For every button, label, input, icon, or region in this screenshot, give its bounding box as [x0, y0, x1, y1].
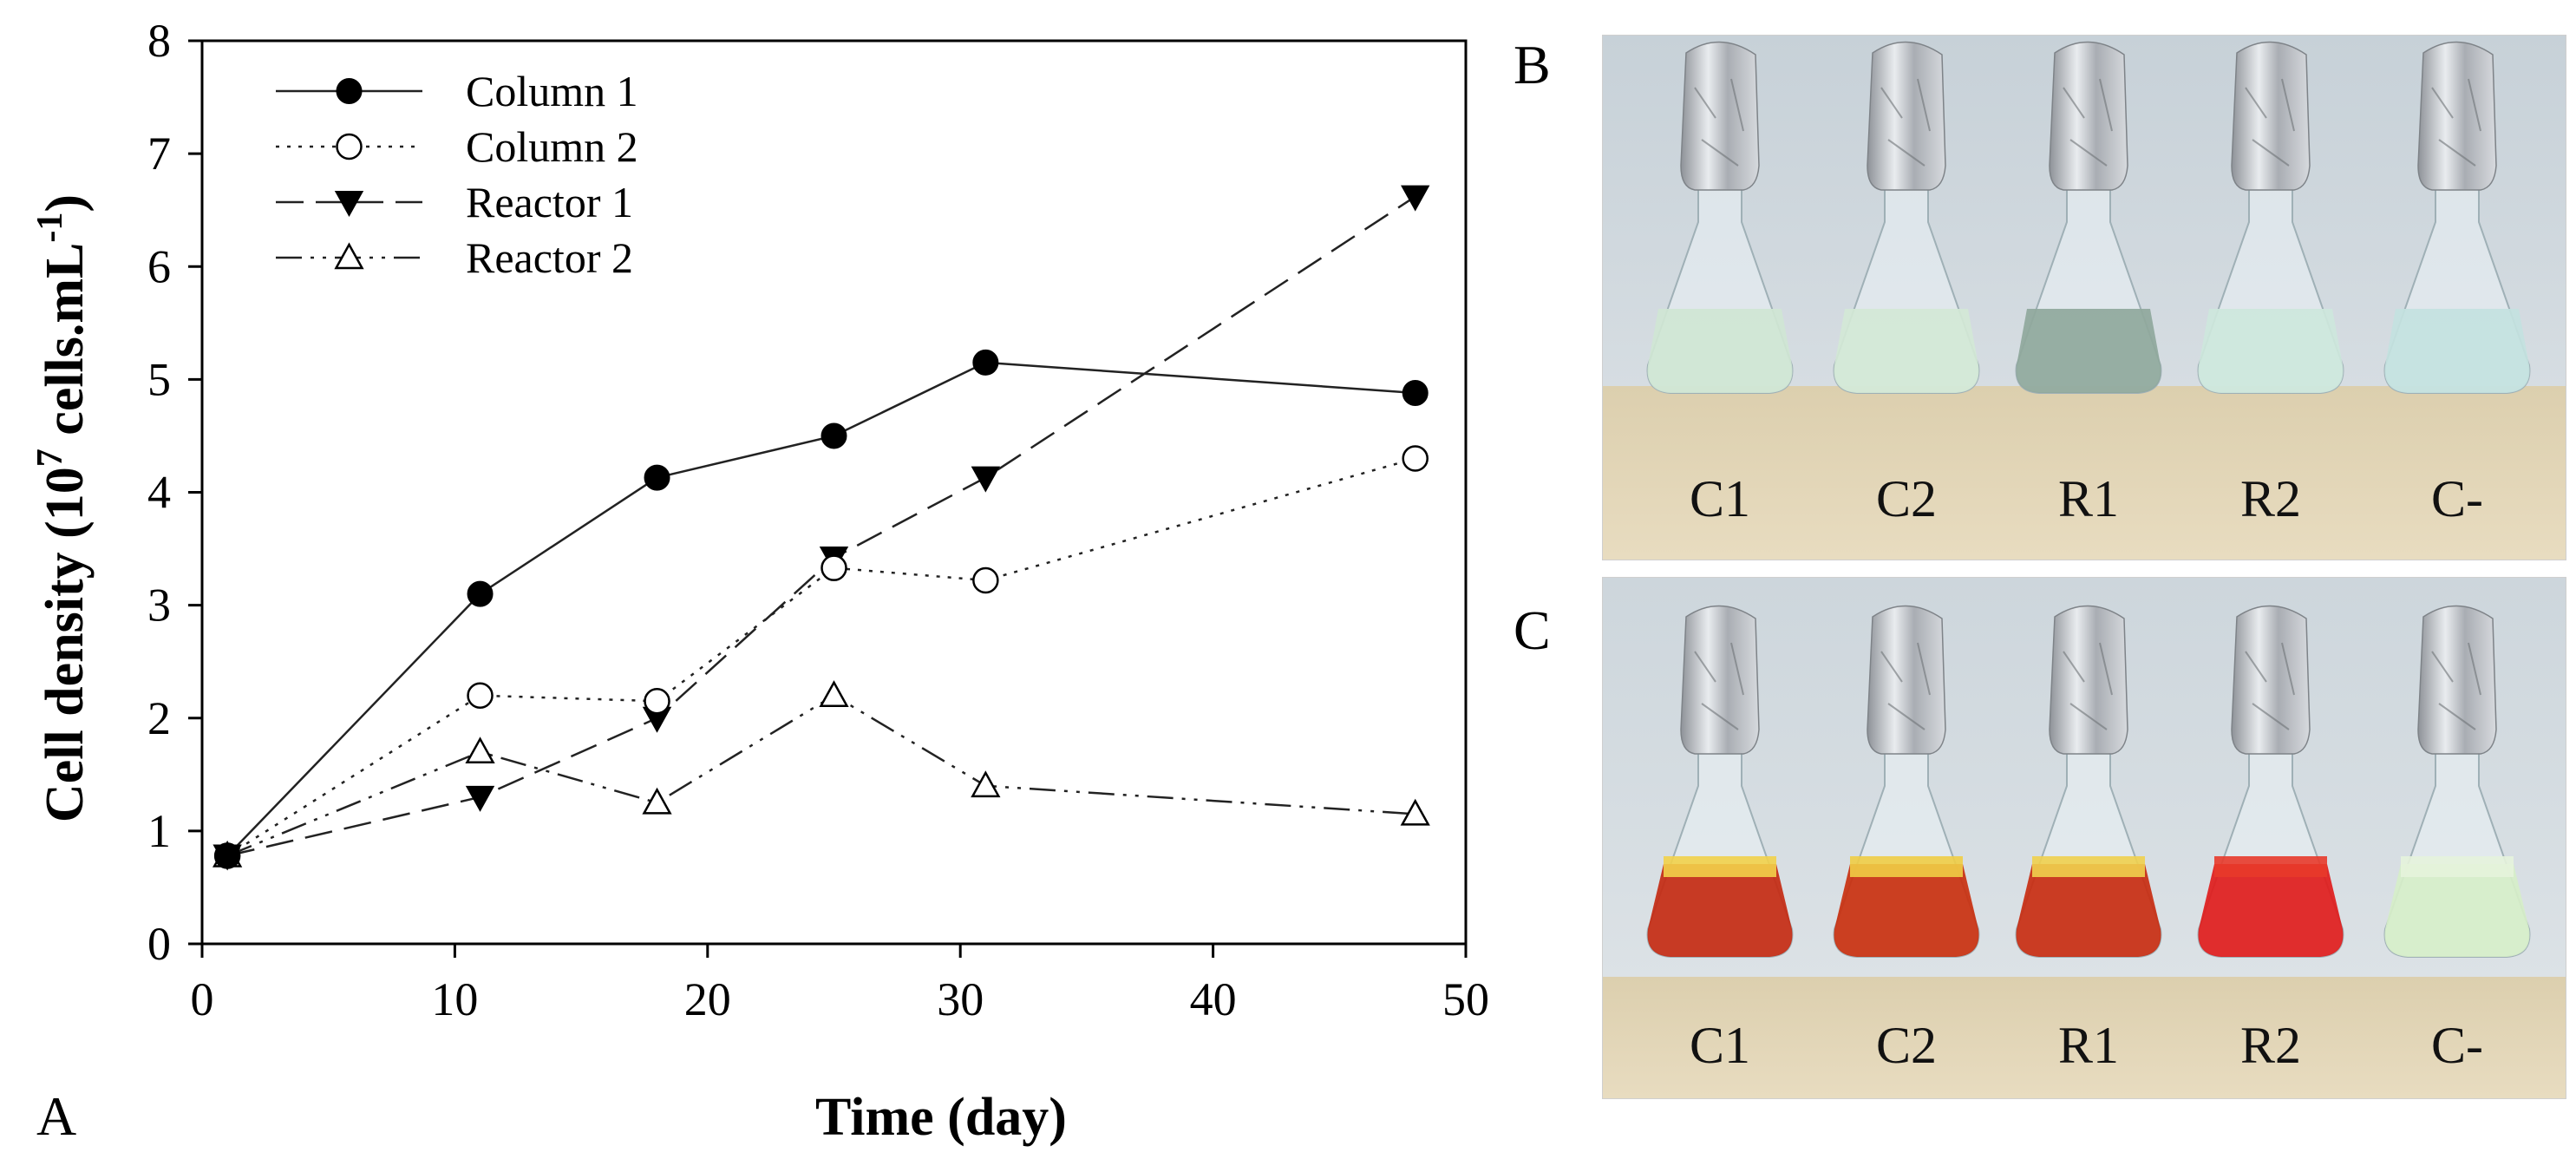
y-axis-label: Cell density (107 cells.mL-1) [30, 194, 95, 822]
data-point-column-2 [821, 554, 847, 581]
x-tick-label: 10 [431, 973, 478, 1025]
panel-label-c: C [1514, 599, 1551, 661]
series-markers [212, 185, 1430, 871]
flask-c1 [1629, 36, 1811, 422]
data-point-reactor-1 [465, 785, 495, 812]
data-point-column-2 [972, 566, 999, 594]
flask-label: C2 [1875, 470, 1938, 527]
y-tick-label: 5 [147, 353, 171, 405]
legend: Column 1 Column 2 Reactor 1 Reactor 2 [276, 67, 638, 282]
series-lines [226, 195, 1416, 857]
series-line-reactor-1 [226, 195, 1416, 857]
data-point-reactor-2 [971, 770, 1001, 798]
data-point-column-2 [1402, 445, 1429, 472]
x-tick-label: 30 [937, 973, 984, 1025]
flask-label: C1 [1689, 1017, 1751, 1074]
flask-r1 [1997, 599, 2180, 985]
photo-c-bench [1603, 977, 2566, 1098]
cell-density-chart: 0 10 20 30 40 50 0 1 2 3 4 5 6 7 8 Column 1 Column 2 Rea… [30, 15, 1489, 1147]
y-tick-label: 6 [147, 240, 171, 292]
legend-marker-reactor-2 [334, 242, 364, 270]
legend-label-column-1: Column 1 [466, 67, 638, 115]
photo-b-flasks-green: C1 C2 [1602, 35, 2566, 560]
data-point-column-2 [467, 682, 494, 709]
data-point-reactor-2 [819, 680, 849, 707]
flask-label: C- [2431, 470, 2483, 527]
flask-c2 [1815, 599, 1997, 985]
flask-label: R2 [2239, 470, 2302, 527]
flask-label: C- [2431, 1017, 2483, 1074]
flask-r1 [1997, 36, 2180, 422]
legend-label-column-2: Column 2 [466, 122, 638, 171]
data-point-column-1 [644, 464, 670, 491]
flask-cminus [2366, 36, 2548, 422]
data-point-reactor-1 [1401, 185, 1430, 212]
data-point-column-1 [214, 842, 241, 869]
flask-r2 [2180, 599, 2362, 985]
flask-c2 [1815, 36, 1997, 422]
flask-cminus [2366, 599, 2548, 985]
data-point-column-1 [821, 422, 847, 449]
legend-label-reactor-2: Reactor 2 [466, 233, 633, 282]
flask-label: R2 [2239, 1017, 2302, 1074]
x-tick-label: 50 [1442, 973, 1489, 1025]
photo-b-bench [1603, 386, 2566, 560]
plot-frame [200, 39, 1468, 946]
y-tick-label: 3 [147, 579, 171, 632]
x-tick-label: 40 [1190, 973, 1237, 1025]
chart-axes [200, 39, 1468, 946]
data-point-column-1 [467, 580, 494, 607]
flask-c1 [1629, 599, 1811, 985]
series-line-reactor-2 [226, 694, 1415, 857]
y-tick-label: 1 [147, 805, 171, 857]
y-tick-label: 2 [147, 692, 171, 744]
x-tick-label: 20 [684, 973, 731, 1025]
panel-label-a: A [36, 1085, 77, 1147]
photo-c-flasks-red: C1 C2 [1602, 577, 2566, 1099]
flask-label: C2 [1875, 1017, 1938, 1074]
flask-r2 [2180, 36, 2362, 422]
tick-labels: 0 10 20 30 40 50 0 1 2 3 4 5 6 7 8 [147, 15, 1489, 1025]
data-point-reactor-2 [465, 737, 495, 764]
series-line-column-2 [226, 457, 1416, 857]
x-tick-label: 0 [191, 973, 214, 1025]
tick-marks [188, 39, 1468, 958]
flask-label: R1 [2057, 470, 2120, 527]
y-tick-label: 7 [147, 128, 171, 180]
legend-label-reactor-1: Reactor 1 [466, 178, 633, 226]
series-line-column-1 [226, 361, 1415, 857]
legend-marker-reactor-1 [334, 191, 364, 218]
flask-label: C1 [1689, 470, 1751, 527]
flask-label: R1 [2057, 1017, 2120, 1074]
data-point-reactor-1 [971, 466, 1001, 493]
data-point-reactor-2 [1400, 798, 1430, 826]
data-point-column-1 [1402, 379, 1429, 406]
panel-label-b: B [1514, 34, 1551, 95]
legend-marker-column-2 [336, 133, 363, 160]
data-point-reactor-2 [642, 787, 672, 815]
legend-marker-column-1 [336, 78, 363, 104]
data-point-column-1 [972, 349, 999, 376]
y-tick-label: 0 [147, 918, 171, 970]
y-tick-label: 4 [147, 467, 171, 519]
data-point-column-2 [644, 687, 670, 715]
y-tick-label: 8 [147, 15, 171, 67]
x-axis-label: Time (day) [815, 1088, 1067, 1147]
